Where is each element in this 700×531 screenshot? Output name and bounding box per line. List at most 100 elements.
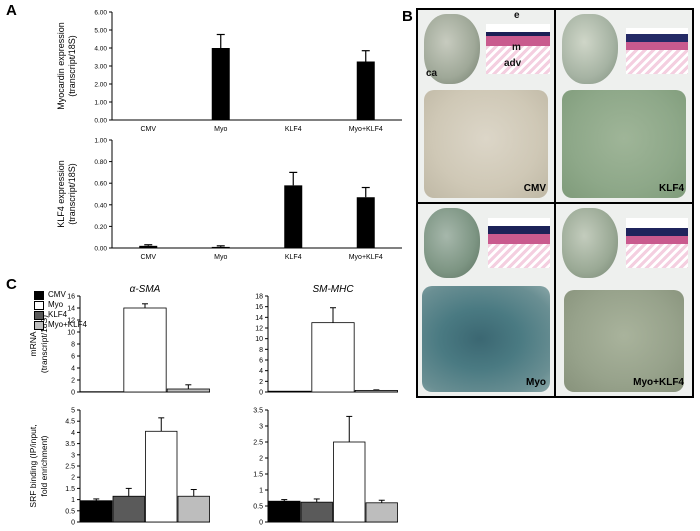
annotation-m: m [512, 42, 521, 53]
c_smmhc_srf-ytick-label-2: 1 [259, 488, 263, 495]
panel-c-letter: C [6, 276, 17, 293]
a_top-ytick-label-3: 3.00 [94, 64, 107, 71]
c_smmhc_mrna-ytick-label-6: 12 [255, 326, 263, 333]
histology-cmv [486, 24, 550, 74]
a_bottom-ytick-label-5: 1.00 [94, 138, 107, 145]
c_sma_srf-bar-0 [80, 500, 113, 523]
c_smmhc_mrna-ytick-label-8: 16 [255, 304, 263, 311]
annotation-adv: adv [504, 58, 522, 69]
cell-label-klf4: KLF4 [659, 183, 684, 194]
c_sma_mrna-title: α-SMA [130, 284, 161, 295]
a_top-ylabel-2: (transcript/18S) [67, 35, 77, 97]
panel-a-letter: A [6, 2, 17, 19]
c_smmhc_mrna-title: SM-MHC [312, 284, 354, 295]
c_sma_srf-ytick-label-7: 3.5 [65, 441, 75, 448]
c_smmhc_srf-bar-1 [300, 501, 333, 523]
a_bottom-ylabel-1: KLF4 expression [56, 160, 66, 228]
legend: CMV Myo KLF4 Myo+KLF4 [34, 290, 87, 330]
a_top-ylabel-1: Myocardin expression [56, 22, 66, 110]
a_top-xtick-label-2: KLF4 [285, 126, 302, 133]
tissue-photo-myo-klf4 [564, 290, 684, 392]
histology-myo [488, 218, 550, 268]
c_sma_srf-ytick-label-4: 2 [71, 475, 75, 482]
legend-swatch-klf4 [34, 310, 44, 320]
a_top-bar-3 [356, 61, 375, 120]
heart-photo-myo [424, 208, 480, 278]
c_sma_mrna-ylabel-1: mRNA [28, 331, 38, 356]
c_sma_mrna-ytick-label-1: 2 [71, 378, 75, 385]
cell-cmv: e m adv ca CMV [418, 10, 554, 202]
a_top-ytick-label-1: 1.00 [94, 100, 107, 107]
c_sma_srf-ytick-label-10: 5 [71, 408, 75, 415]
c_smmhc_srf-bar-2 [333, 441, 366, 523]
c_sma_mrna-ytick-label-6: 12 [67, 318, 75, 325]
cell-myo-klf4: Myo+KLF4 [556, 204, 692, 396]
c_smmhc_srf-ytick-label-7: 3.5 [253, 408, 263, 415]
a_bottom-ytick-label-0: 0.00 [94, 246, 107, 253]
heart-photo-cmv [424, 14, 480, 84]
cell-myo: Myo [418, 204, 554, 396]
c_smmhc_srf-ytick-label-0: 0 [259, 520, 263, 527]
legend-item-myo-klf4: Myo+KLF4 [34, 320, 87, 330]
c_sma_srf-ytick-label-6: 3 [71, 452, 75, 459]
a_bottom-ytick-label-3: 0.60 [94, 181, 107, 188]
annotation-ca: ca [426, 68, 438, 79]
cell-label-cmv: CMV [523, 183, 546, 194]
c_sma_srf-ytick-label-2: 1 [71, 497, 75, 504]
c_smmhc_mrna-bar-0 [268, 390, 312, 393]
charts-canvas: 0.00 1.00 2.00 3.00 4.00 5.00 6.00 Myocardin ex… [28, 10, 402, 527]
c_sma_srf-ytick-label-0: 0 [71, 520, 75, 527]
legend-swatch-cmv [34, 290, 44, 300]
heart-photo-klf4 [562, 14, 618, 84]
a_bottom-ytick-label-2: 0.40 [94, 202, 107, 209]
c_smmhc_mrna-ytick-label-1: 2 [259, 379, 263, 386]
c_sma_srf-ylabel-1: SRF binding (IP/input, [28, 424, 38, 507]
a_top-xtick-label-1: Myo [214, 126, 227, 133]
a_bottom-ylabel-2: (transcript/18S) [67, 163, 77, 225]
a_top-xtick-label-0: CMV [140, 126, 156, 133]
legend-item-klf4: KLF4 [34, 310, 87, 320]
c_sma_mrna-ytick-label-0: 0 [71, 390, 75, 397]
legend-label-myo-klf4: Myo+KLF4 [48, 320, 87, 329]
legend-swatch-myo-klf4 [34, 320, 44, 330]
c_sma_mrna-ylabel-2: (transcript/18S) [39, 315, 49, 373]
c_sma_srf-ytick-label-9: 4.5 [65, 419, 75, 426]
c_smmhc_mrna-ytick-label-9: 18 [255, 294, 263, 301]
c_sma_mrna-ytick-label-4: 8 [71, 342, 75, 349]
legend-label-cmv: CMV [48, 290, 66, 299]
c_smmhc_srf-bar-0 [268, 500, 301, 523]
legend-swatch-myo [34, 300, 44, 310]
histology-klf4 [626, 28, 688, 74]
a_top-ytick-label-2: 2.00 [94, 82, 107, 89]
c_smmhc_mrna-bar-1 [311, 322, 355, 393]
c_smmhc_mrna-bar-2 [354, 389, 398, 393]
c_sma_srf-ytick-label-5: 2.5 [65, 464, 75, 471]
a_bottom-xtick-label-0: CMV [140, 254, 156, 261]
c_sma_srf-ylabel-2: fold enrichment) [39, 435, 49, 496]
c_smmhc_srf-ytick-label-3: 1.5 [253, 472, 263, 479]
c_sma_mrna-ytick-label-5: 10 [67, 330, 75, 337]
c_sma_srf-bar-2 [145, 430, 178, 523]
a_bottom-bar-1 [211, 246, 230, 248]
c_smmhc_mrna-ytick-label-2: 4 [259, 368, 263, 375]
c_smmhc_mrna-ytick-label-5: 10 [255, 336, 263, 343]
cell-klf4: KLF4 [556, 10, 692, 202]
panel-b-grid: e m adv ca CMV KLF4 Myo [416, 8, 694, 398]
c_sma_mrna-ytick-label-7: 14 [67, 306, 75, 313]
legend-label-myo: Myo [48, 300, 64, 309]
c_smmhc_mrna-ytick-label-7: 14 [255, 315, 263, 322]
histology-myo-klf4 [626, 218, 688, 268]
legend-item-myo: Myo [34, 300, 87, 310]
panel-b-letter: B [402, 8, 413, 25]
a_top-ytick-label-6: 6.00 [94, 10, 107, 17]
c_sma_srf-ytick-label-3: 1.5 [65, 486, 75, 493]
a_bottom-ytick-label-4: 0.80 [94, 159, 107, 166]
c_sma_srf-ytick-label-8: 4 [71, 430, 75, 437]
heart-photo-myo-klf4 [562, 208, 618, 278]
c_sma_mrna-ytick-label-2: 4 [71, 366, 75, 373]
a_top-xtick-label-3: Myo+KLF4 [349, 126, 383, 133]
c_smmhc_mrna-ytick-label-4: 8 [259, 347, 263, 354]
c_smmhc_srf-bar-3 [365, 502, 398, 523]
c_sma_srf-bar-3 [177, 495, 210, 523]
c_smmhc_srf-ytick-label-6: 3 [259, 424, 263, 431]
